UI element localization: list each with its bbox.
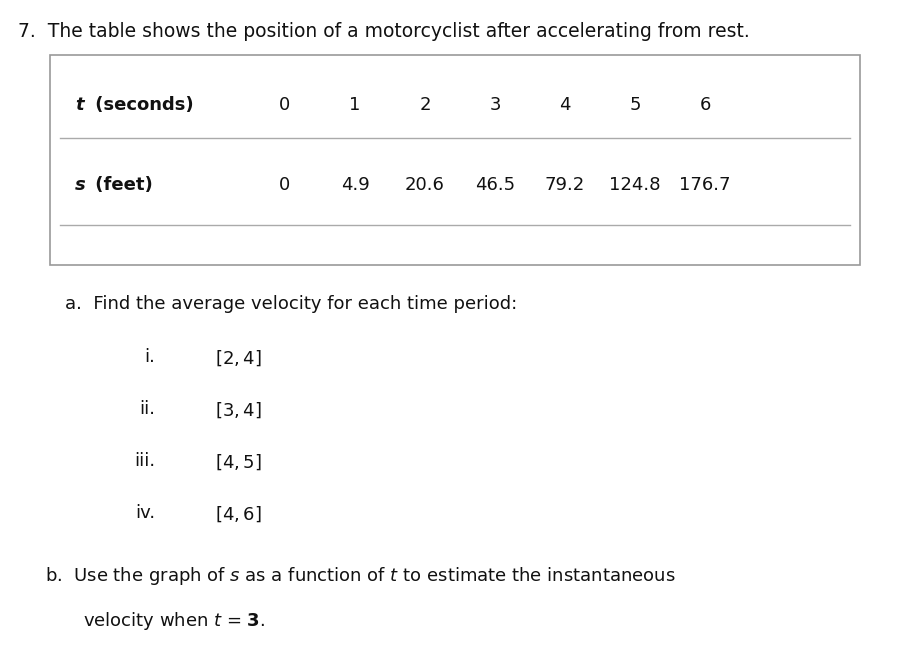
Text: 1: 1 <box>349 96 361 114</box>
Text: a.  Find the average velocity for each time period:: a. Find the average velocity for each ti… <box>65 295 518 313</box>
Bar <box>50 55 860 265</box>
Text: 3: 3 <box>490 96 500 114</box>
Text: 20.6: 20.6 <box>405 176 445 194</box>
Text: s: s <box>75 176 86 194</box>
Text: b.  Use the graph of $s$ as a function of $t$ to estimate the instantaneous: b. Use the graph of $s$ as a function of… <box>45 565 676 587</box>
Text: 124.8: 124.8 <box>609 176 661 194</box>
Text: 79.2: 79.2 <box>544 176 585 194</box>
Text: 2: 2 <box>419 96 431 114</box>
Text: $[4, 6]$: $[4, 6]$ <box>215 504 262 524</box>
Text: 5: 5 <box>629 96 641 114</box>
Text: iii.: iii. <box>134 452 155 470</box>
Text: velocity when $t$ = $\mathbf{3}$.: velocity when $t$ = $\mathbf{3}$. <box>83 610 266 632</box>
Text: $[2, 4]$: $[2, 4]$ <box>215 348 262 368</box>
Text: 4.9: 4.9 <box>340 176 369 194</box>
Text: 4: 4 <box>559 96 571 114</box>
Text: $[3, 4]$: $[3, 4]$ <box>215 400 262 420</box>
Text: (seconds): (seconds) <box>89 96 194 114</box>
Text: i.: i. <box>144 348 155 366</box>
Text: 46.5: 46.5 <box>475 176 515 194</box>
Text: t: t <box>75 96 84 114</box>
Text: 6: 6 <box>699 96 711 114</box>
Text: 7.  The table shows the position of a motorcyclist after accelerating from rest.: 7. The table shows the position of a mot… <box>18 22 750 41</box>
Text: ii.: ii. <box>139 400 155 418</box>
Text: 0: 0 <box>279 96 291 114</box>
Text: 0: 0 <box>279 176 291 194</box>
Text: 176.7: 176.7 <box>680 176 731 194</box>
Text: (feet): (feet) <box>89 176 153 194</box>
Text: $[4, 5]$: $[4, 5]$ <box>215 452 262 471</box>
Text: iv.: iv. <box>135 504 155 522</box>
